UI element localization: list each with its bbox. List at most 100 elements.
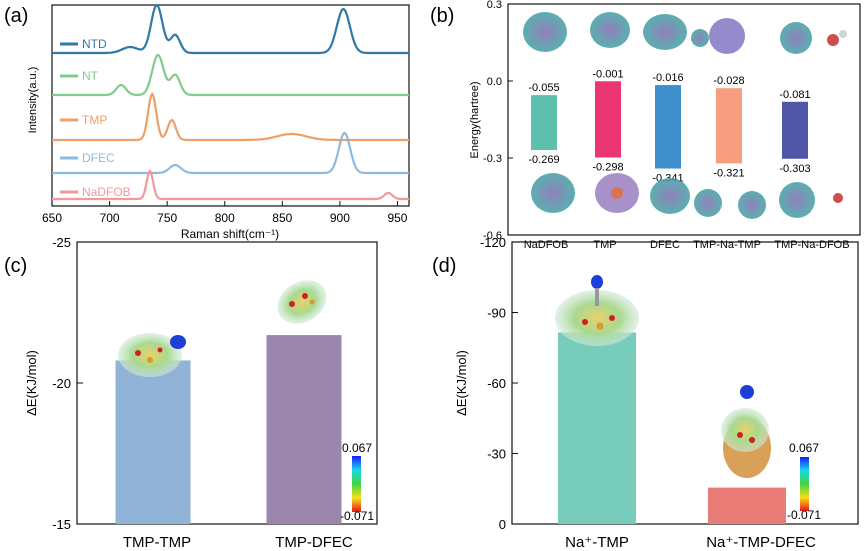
panel-d-molecule-images (555, 275, 771, 478)
panel-d-ytick-label: -30 (487, 447, 506, 462)
panel-b-ytick-label: -0.6 (483, 230, 502, 242)
bar-tmp-na-dfob (782, 101, 808, 159)
panel-d-ylabel: ΔE(KJ/mol) (454, 350, 469, 416)
orbital-lumo-tmp-na-dfob (780, 22, 847, 54)
orbital-lumo-tmp (590, 12, 630, 48)
lumo-label-dfec: -0.016 (652, 72, 683, 84)
panel-label-a: (a) (4, 5, 28, 27)
legend-label-nadfob: NaDFOB (82, 185, 131, 199)
panel-label-c: (c) (4, 255, 27, 277)
orbital-homo-dfec (650, 178, 690, 214)
panel-a-xtick-label: 950 (387, 211, 407, 225)
homo-label-tmp-na-tmp: -0.321 (713, 167, 744, 179)
homo-label-nadfob: -0.269 (528, 154, 559, 166)
homo-label-tmp: -0.298 (592, 161, 623, 173)
lumo-label-tmp-na-tmp: -0.028 (713, 75, 744, 87)
panel-c-yticks: -25 -20 -15 (52, 235, 83, 532)
panel-b-bars: -0.055-0.269-0.001-0.298-0.016-0.341-0.0… (528, 68, 810, 184)
panel-c-ytick-label: -15 (52, 517, 71, 532)
series-line-nadfob (52, 169, 409, 201)
panel-c-category-labels: TMP-TMP TMP-DFEC (123, 534, 353, 551)
category-label-tmp-na-dfob: TMP-Na-DFOB (774, 239, 849, 251)
panel-d-colorbar-min: -0.071 (787, 508, 821, 522)
panel-a-ylabel: Intensity(a.u.) (27, 67, 39, 134)
panel-d-yticks: -120 -90 -60 -30 0 (480, 235, 518, 532)
panel-d-category-labels: Na⁺-TMP Na⁺-TMP-DFEC (565, 534, 816, 551)
panel-d-ytick-label: 0 (499, 517, 506, 532)
panel-c-ytick-label: -25 (52, 235, 71, 250)
bar-dfec (655, 85, 681, 169)
panel-b-ytick-label: -0.3 (483, 153, 502, 165)
panel-b-ytick-label: 0.0 (487, 76, 502, 88)
panel-c-ylabel: ΔE(KJ/mol) (24, 350, 39, 416)
panel-a-xtick-label: 750 (157, 211, 177, 225)
bar-tmp-na-tmp (716, 88, 742, 164)
panel-a-frame (51, 4, 410, 207)
molecule-esp-na-tmp (555, 275, 639, 346)
panel-c-colorbar-gradient (352, 456, 361, 512)
panel-d-colorbar-gradient (800, 457, 809, 511)
category-label-dfec: DFEC (650, 239, 680, 251)
panel-a-xtick-label: 900 (330, 211, 350, 225)
orbital-lumo-dfec (643, 14, 687, 50)
category-label-na-tmp-dfec: Na⁺-TMP-DFEC (706, 534, 816, 551)
orbital-lumo-nadfob (523, 12, 567, 52)
category-label-tmp-tmp: TMP-TMP (123, 534, 191, 551)
panel-c-ytick-label: -20 (52, 376, 71, 391)
panel-d-bar-chart: ΔE(KJ/mol) -120-90-60-300 Na⁺-TMP Na⁺-TMP… (454, 235, 859, 551)
panel-d-bars (558, 332, 786, 524)
panel-c-colorbar-min: -0.071 (340, 509, 374, 523)
panel-a-xlabel: Raman shift(cm⁻¹) (181, 227, 279, 241)
panel-c-colorbar: 0.067 -0.071 (340, 441, 374, 523)
lumo-label-tmp-na-dfob: -0.081 (779, 89, 810, 101)
legend-label-tmp: TMP (82, 113, 107, 127)
panel-a-xtick-label: 650 (42, 211, 62, 225)
panel-b-category-labels: NaDFOB TMP DFEC TMP-Na-TMP TMP-Na-DFOB (524, 239, 850, 251)
bar-tmp-dfec (266, 335, 342, 524)
legend-label-ntd: NTD (82, 37, 107, 51)
panel-a-xtick-label: 700 (100, 211, 120, 225)
panel-a-xtick-label: 850 (272, 211, 292, 225)
category-label-na-tmp: Na⁺-TMP (565, 534, 629, 551)
category-label-tmp: TMP (593, 239, 616, 251)
bar-na-tmp (558, 332, 636, 524)
panel-d-ytick-label: -120 (480, 235, 506, 250)
bar-tmp-tmp (115, 360, 191, 524)
panel-b-yticks: 0.3 0.0 -0.3 -0.6 (483, 0, 513, 242)
series-line-nt (52, 53, 409, 97)
bar-nadfob (531, 95, 557, 151)
panel-c-bar-chart: ΔE(KJ/mol) -25 -20 -15 TMP-TMP TMP-DFEC 0.0… (24, 235, 378, 551)
panel-a-raman-chart: Intensity(a.u.) Raman shift(cm⁻¹) 650 700… (27, 3, 410, 241)
lumo-label-nadfob: -0.055 (528, 82, 559, 94)
panel-b-ylabel: Energy(hartree) (469, 81, 481, 158)
panel-b-orbital-images (523, 12, 847, 219)
panel-d-ytick-label: -90 (487, 306, 506, 321)
panel-d-ytick-label: -60 (487, 376, 506, 391)
homo-label-tmp-na-dfob: -0.303 (779, 163, 810, 175)
bar-na-tmp-dfec (708, 487, 786, 524)
panel-label-d: (d) (432, 255, 456, 277)
panel-b-ytick-label: 0.3 (487, 0, 502, 11)
series-line-ntd (52, 3, 409, 55)
series-line-dfec (52, 131, 409, 175)
category-label-nadfob: NaDFOB (524, 239, 569, 251)
series-line-tmp (52, 91, 409, 142)
panel-a-xtick-label: 800 (215, 211, 235, 225)
panel-b-frame (507, 3, 861, 236)
panel-b-energy-chart: Energy(hartree) 0.3 0.0 -0.3 -0.6 -0.055 -0.… (469, 0, 861, 251)
panel-c-colorbar-max: 0.067 (342, 441, 372, 455)
orbital-homo-tmp (595, 173, 639, 213)
panel-a-xticks: 650 700 750 800 850 900 950 (42, 201, 408, 225)
orbital-homo-nadfob (531, 173, 575, 213)
orbital-lumo-tmp-na-tmp (691, 18, 745, 54)
bar-tmp (595, 81, 621, 158)
legend-label-dfec: DFEC (82, 151, 115, 165)
panel-c-molecule-images (118, 280, 327, 377)
orbital-homo-tmp-na-tmp (694, 189, 766, 219)
panel-d-colorbar: 0.067 -0.071 (787, 441, 821, 522)
panel-d-colorbar-max: 0.067 (789, 441, 819, 455)
category-label-tmp-na-tmp: TMP-Na-TMP (693, 239, 761, 251)
orbital-homo-tmp-na-dfob (779, 182, 843, 218)
panel-label-b: (b) (430, 5, 454, 27)
